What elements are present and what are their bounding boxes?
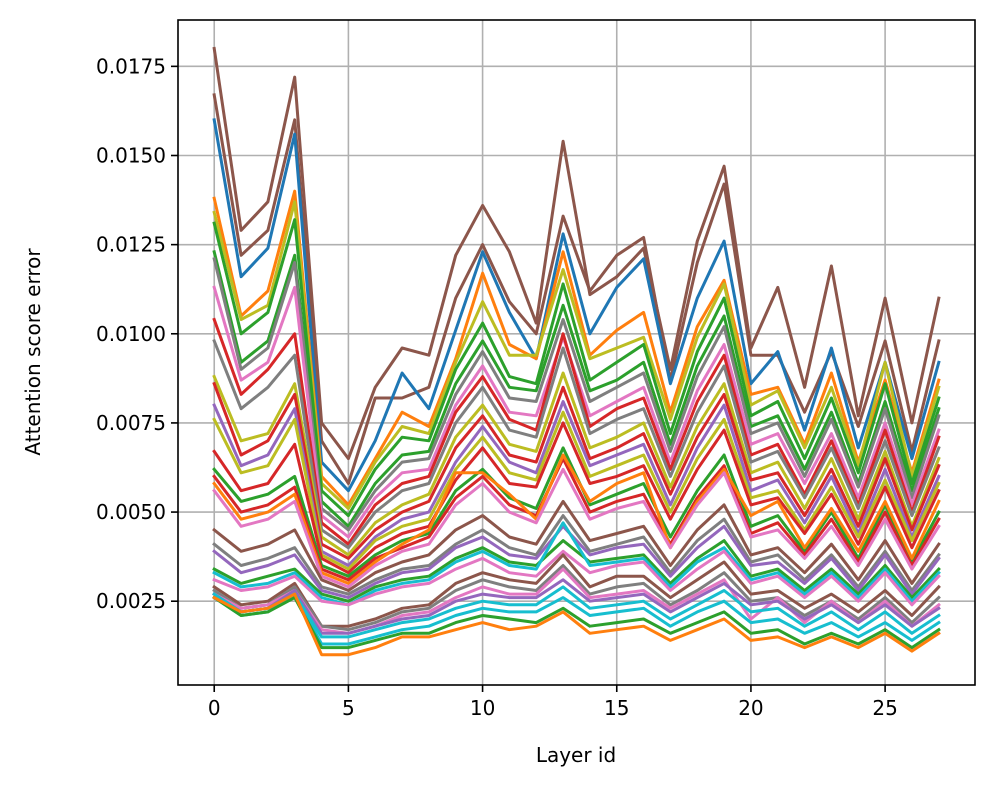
series-line-1 <box>212 46 941 461</box>
series-line-2 <box>212 93 941 485</box>
x-tick-label: 0 <box>208 696 221 720</box>
series-line-34 <box>212 592 941 657</box>
series-line-31 <box>212 585 941 639</box>
series-line-28 <box>212 564 941 632</box>
plot-frame <box>177 19 976 686</box>
series-line-33 <box>212 595 941 650</box>
series-line-18 <box>212 457 941 582</box>
series-line-13 <box>212 381 941 560</box>
y-tick-label: 0.0025 <box>96 589 166 613</box>
x-tick-label: 10 <box>470 696 495 720</box>
series-line-5 <box>212 200 941 510</box>
y-tick-label: 0.0175 <box>96 54 166 78</box>
series-line-8 <box>212 257 941 532</box>
y-axis-label: Attention score error <box>21 248 45 456</box>
y-tick-label: 0.0125 <box>96 233 166 257</box>
series-line-12 <box>212 371 941 557</box>
series-line-6 <box>212 218 941 518</box>
series-line-30 <box>212 578 941 635</box>
series-line-14 <box>212 400 941 567</box>
x-tick-label: 15 <box>604 696 629 720</box>
series-line-26 <box>212 549 941 607</box>
series-line-20 <box>212 467 941 589</box>
x-tick-label: 5 <box>342 696 355 720</box>
series-line-23 <box>212 524 941 600</box>
series-line-32 <box>212 592 941 646</box>
series-line-11 <box>212 338 941 550</box>
ticks: 0 5 10 15 20 25 0.0025 0.0050 0.0075 0.0100 0.0125… <box>96 54 898 720</box>
series-line-22 <box>212 514 941 596</box>
x-tick-label: 25 <box>872 696 897 720</box>
series-line-3 <box>212 118 941 493</box>
series-line-21 <box>212 499 941 592</box>
series-line-25 <box>212 521 941 607</box>
series-line-19 <box>212 453 941 585</box>
series-line-24 <box>212 539 941 603</box>
series-line-27 <box>212 553 941 628</box>
series-line-16 <box>212 421 941 575</box>
series-layer <box>212 46 941 657</box>
series-line-15 <box>212 410 941 571</box>
y-tick-label: 0.0100 <box>96 322 166 346</box>
series-line-10 <box>212 317 941 546</box>
y-tick-label: 0.0075 <box>96 411 166 435</box>
series-line-4 <box>212 189 941 507</box>
y-tick-label: 0.0150 <box>96 143 166 167</box>
series-line-7 <box>212 249 941 528</box>
x-tick-label: 20 <box>738 696 763 720</box>
x-axis-label: Layer id <box>536 743 616 767</box>
y-tick-label: 0.0050 <box>96 500 166 524</box>
